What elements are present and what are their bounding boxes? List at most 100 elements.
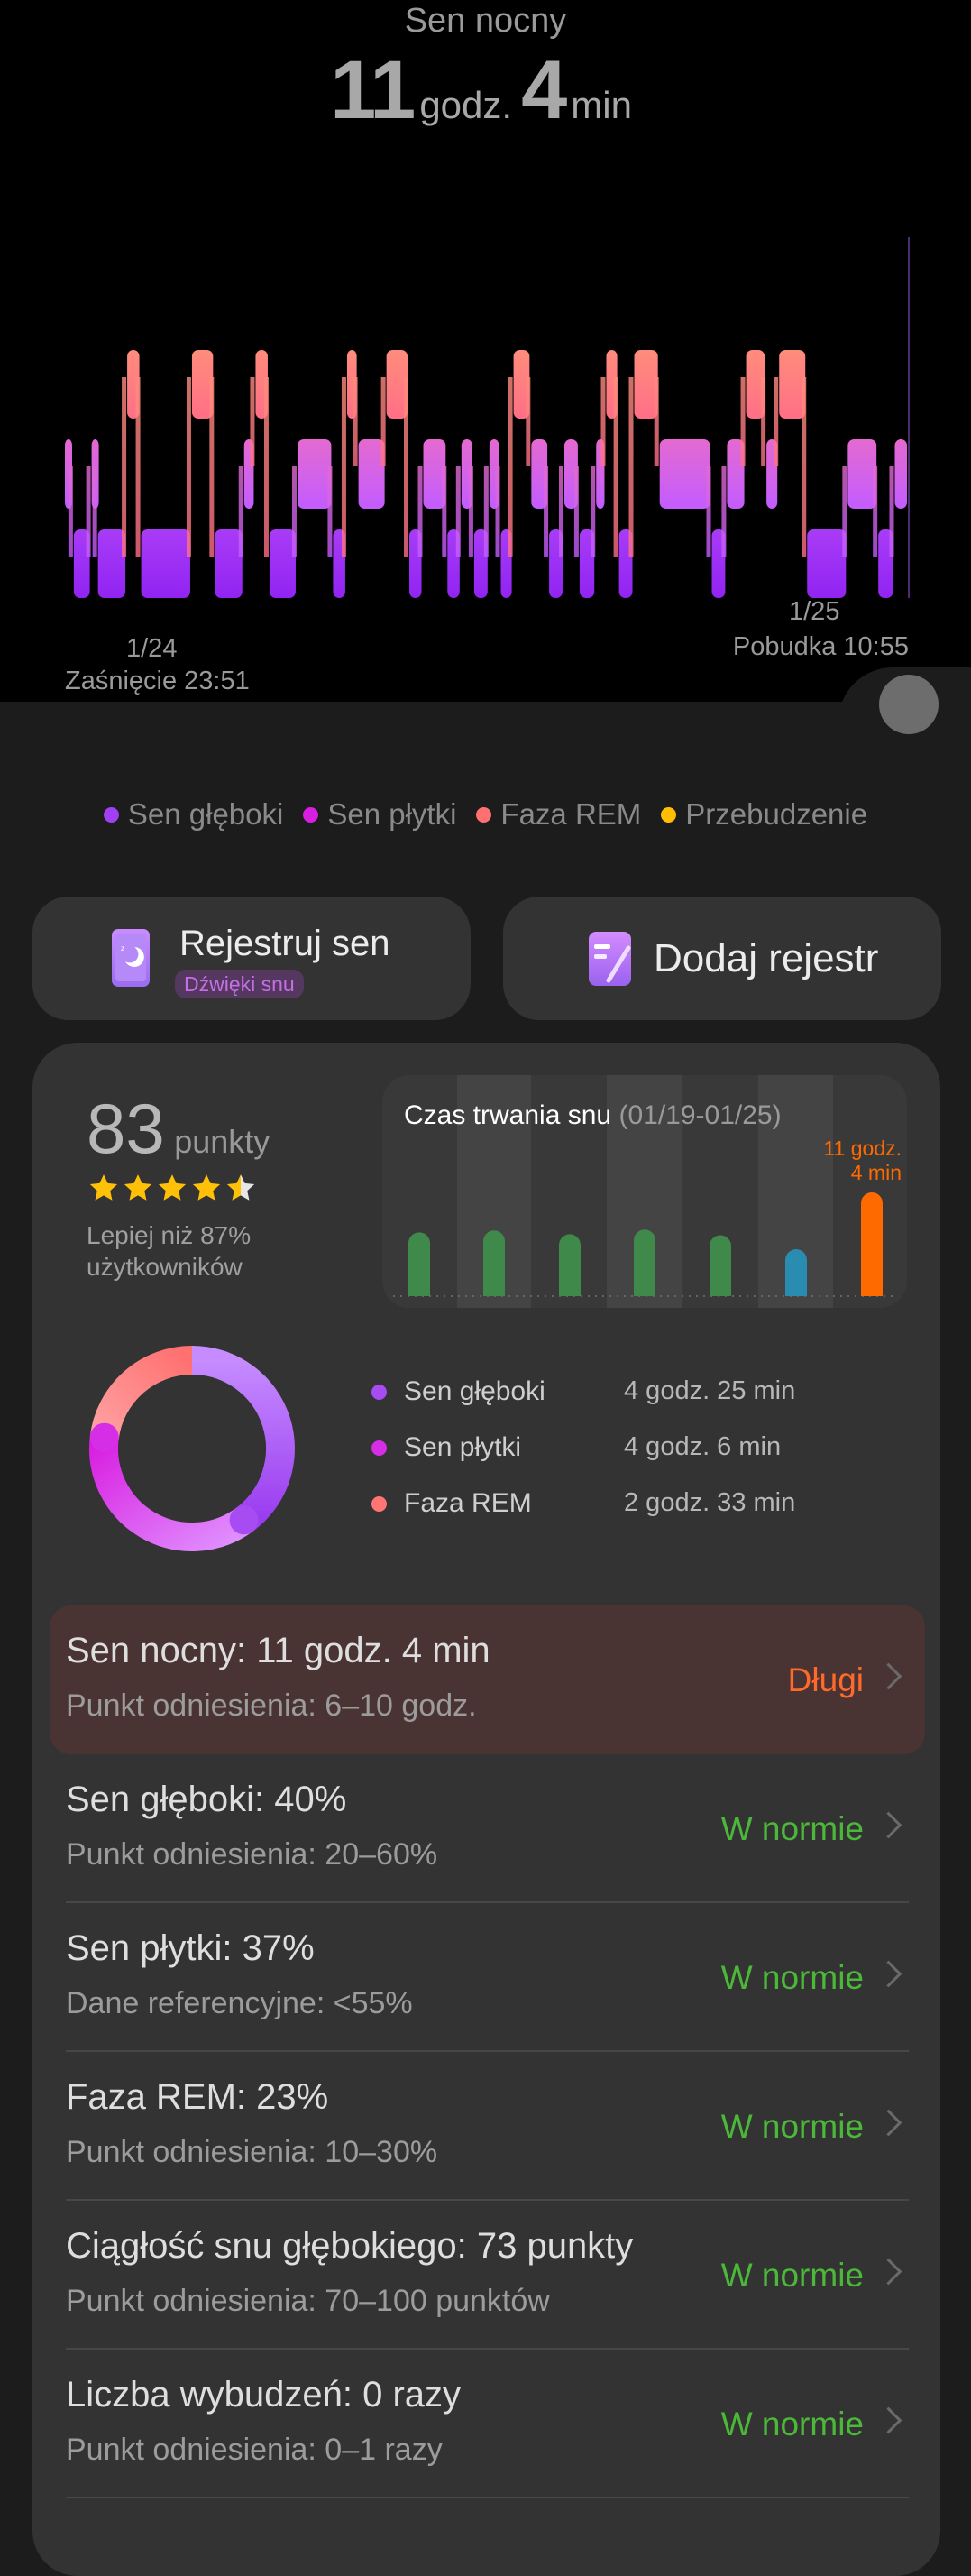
donut-segment xyxy=(89,1435,252,1551)
hypnogram-transition xyxy=(442,466,447,557)
chevron-right-icon xyxy=(875,2258,902,2286)
metric-status: W normie xyxy=(720,2108,864,2145)
divider xyxy=(66,2050,909,2052)
chevron-right-icon xyxy=(875,2406,902,2434)
duration-bar-01/22[interactable] xyxy=(634,1229,655,1296)
chevron-right-icon xyxy=(875,2109,902,2137)
hypnogram-segment-rem xyxy=(634,350,658,419)
stage-label: Sen płytki xyxy=(404,1432,522,1462)
hypnogram-transition xyxy=(291,466,297,557)
timeline-slider-handle[interactable] xyxy=(879,675,939,734)
metric-row[interactable]: Sen głęboki: 40% Punkt odniesienia: 20–6… xyxy=(50,1754,925,1903)
hypnogram-transition xyxy=(483,466,489,557)
score-value: 83 xyxy=(87,1089,165,1168)
duration-bar-01/20[interactable] xyxy=(483,1230,505,1296)
metric-reference: Punkt odniesienia: 70–100 punktów xyxy=(66,2284,550,2318)
sleep-sounds-badge[interactable]: Dźwięki snu xyxy=(175,970,304,998)
hypnogram-transition xyxy=(404,377,409,557)
metric-title: Sen płytki: 37% xyxy=(66,1928,315,1968)
highlight-label: 11 godz. 4 min xyxy=(823,1136,902,1185)
hypnogram-transition xyxy=(889,466,894,557)
legend-deep: Sen głęboki xyxy=(103,797,284,832)
legend-label: Sen głęboki xyxy=(127,797,284,831)
duration-bar-01/24[interactable] xyxy=(785,1249,807,1296)
metric-title: Sen głęboki: 40% xyxy=(66,1780,347,1819)
weekly-duration-chart[interactable]: Czas trwania snu (01/19-01/25) 11 godz. … xyxy=(382,1075,907,1308)
metric-row[interactable]: Ciągłość snu głębokiego: 73 punkty Punkt… xyxy=(50,2201,925,2350)
breakdown-row: Sen głęboki 4 godz. 25 min xyxy=(370,1371,911,1414)
legend-label: Faza REM xyxy=(500,797,642,831)
hypnogram-transition xyxy=(721,466,727,557)
start-date: 1/24 xyxy=(126,634,178,663)
metric-title: Sen nocny: 11 godz. 4 min xyxy=(66,1631,490,1670)
record-sleep-button[interactable]: z Rejestruj sen Dźwięki snu xyxy=(32,897,471,1020)
star-icon xyxy=(89,1174,118,1201)
hypnogram-segment-deep xyxy=(807,529,847,598)
hypnogram-transition xyxy=(92,466,97,557)
hypnogram-chart[interactable] xyxy=(0,0,971,702)
metric-reference: Dane referencyjne: <55% xyxy=(66,1986,413,2020)
awake-dot-icon xyxy=(661,806,677,823)
stage-duration: 4 godz. 6 min xyxy=(624,1432,782,1461)
duration-bar-01/21[interactable] xyxy=(559,1234,581,1296)
duration-bar-01/19[interactable] xyxy=(408,1232,430,1296)
chevron-right-icon xyxy=(875,1662,902,1690)
hypnogram-transition xyxy=(263,377,269,557)
duration-bar-01/25[interactable] xyxy=(861,1191,883,1296)
sleep-phone-icon: z xyxy=(112,929,150,987)
duration-bar-01/23[interactable] xyxy=(710,1235,731,1296)
total-sleep: 11 godz. 4 min xyxy=(0,43,971,138)
light-dot-icon xyxy=(303,806,319,823)
hypnogram-transition xyxy=(573,466,579,557)
deep-dot-icon xyxy=(103,806,119,823)
stage-dot-icon xyxy=(371,1440,387,1456)
chevron-right-icon xyxy=(875,1811,902,1839)
metric-row[interactable]: Faza REM: 23% Punkt odniesienia: 10–30% … xyxy=(50,2052,925,2201)
donut-segment-cap xyxy=(229,1505,259,1535)
record-sleep-label: Rejestruj sen xyxy=(179,924,390,963)
metric-row[interactable]: Sen płytki: 37% Dane referencyjne: <55% … xyxy=(50,1903,925,2052)
hypnogram-transition xyxy=(417,466,423,557)
better-than-label: Lepiej niż 87% xyxy=(87,1221,252,1249)
edit-note-icon xyxy=(589,932,631,986)
rem-dot-icon xyxy=(476,806,492,823)
hypnogram-segment-light xyxy=(727,439,745,509)
hypnogram-transition xyxy=(842,466,847,557)
star-icon xyxy=(158,1174,187,1201)
metric-row[interactable]: Sen nocny: 11 godz. 4 min Punkt odniesie… xyxy=(50,1605,925,1754)
hypnogram-transition xyxy=(706,466,711,557)
hypnogram-transition xyxy=(327,466,333,557)
hypnogram-transition xyxy=(495,466,500,557)
hypnogram-transition xyxy=(873,466,878,557)
hypnogram-transition xyxy=(654,377,659,466)
hypnogram-segment-deep xyxy=(878,529,893,598)
donut-segment xyxy=(89,1346,193,1440)
hours-unit: godz. xyxy=(419,84,513,126)
hypnogram-transition xyxy=(135,377,141,557)
metric-row[interactable]: Liczba wybudzeń: 0 razy Punkt odniesieni… xyxy=(50,2350,925,2498)
hypnogram-transition xyxy=(508,377,513,557)
legend-rem: Faza REM xyxy=(476,797,641,832)
star-icon xyxy=(124,1174,152,1201)
stage-duration: 2 godz. 33 min xyxy=(624,1488,796,1517)
hypnogram-segment-rem xyxy=(513,350,530,419)
legend-light: Sen płytki xyxy=(303,797,456,832)
metric-status: W normie xyxy=(720,1810,864,1847)
metric-status: Długi xyxy=(787,1661,864,1698)
add-record-button[interactable]: Dodaj rejestr xyxy=(503,897,941,1020)
hypnogram-segment-light xyxy=(659,439,710,509)
hypnogram-transition xyxy=(613,377,618,557)
star-icon xyxy=(226,1174,255,1201)
sleep-start-label: Zaśnięcie 23:51 xyxy=(65,667,250,695)
stage-dot-icon xyxy=(371,1385,387,1400)
divider xyxy=(66,2497,909,2498)
metric-reference: Punkt odniesienia: 20–60% xyxy=(66,1837,438,1872)
chart-range: (01/19-01/25) xyxy=(618,1100,782,1130)
stage-legend: Sen głęboki Sen płytki Faza REM Przebudz… xyxy=(0,797,971,832)
hypnogram-transition xyxy=(186,377,191,557)
minutes-unit: min xyxy=(571,84,632,126)
users-label: użytkowników xyxy=(87,1253,243,1281)
legend-label: Sen płytki xyxy=(327,797,457,831)
total-hours: 11 xyxy=(330,44,416,136)
hypnogram-segment-light xyxy=(531,439,548,509)
